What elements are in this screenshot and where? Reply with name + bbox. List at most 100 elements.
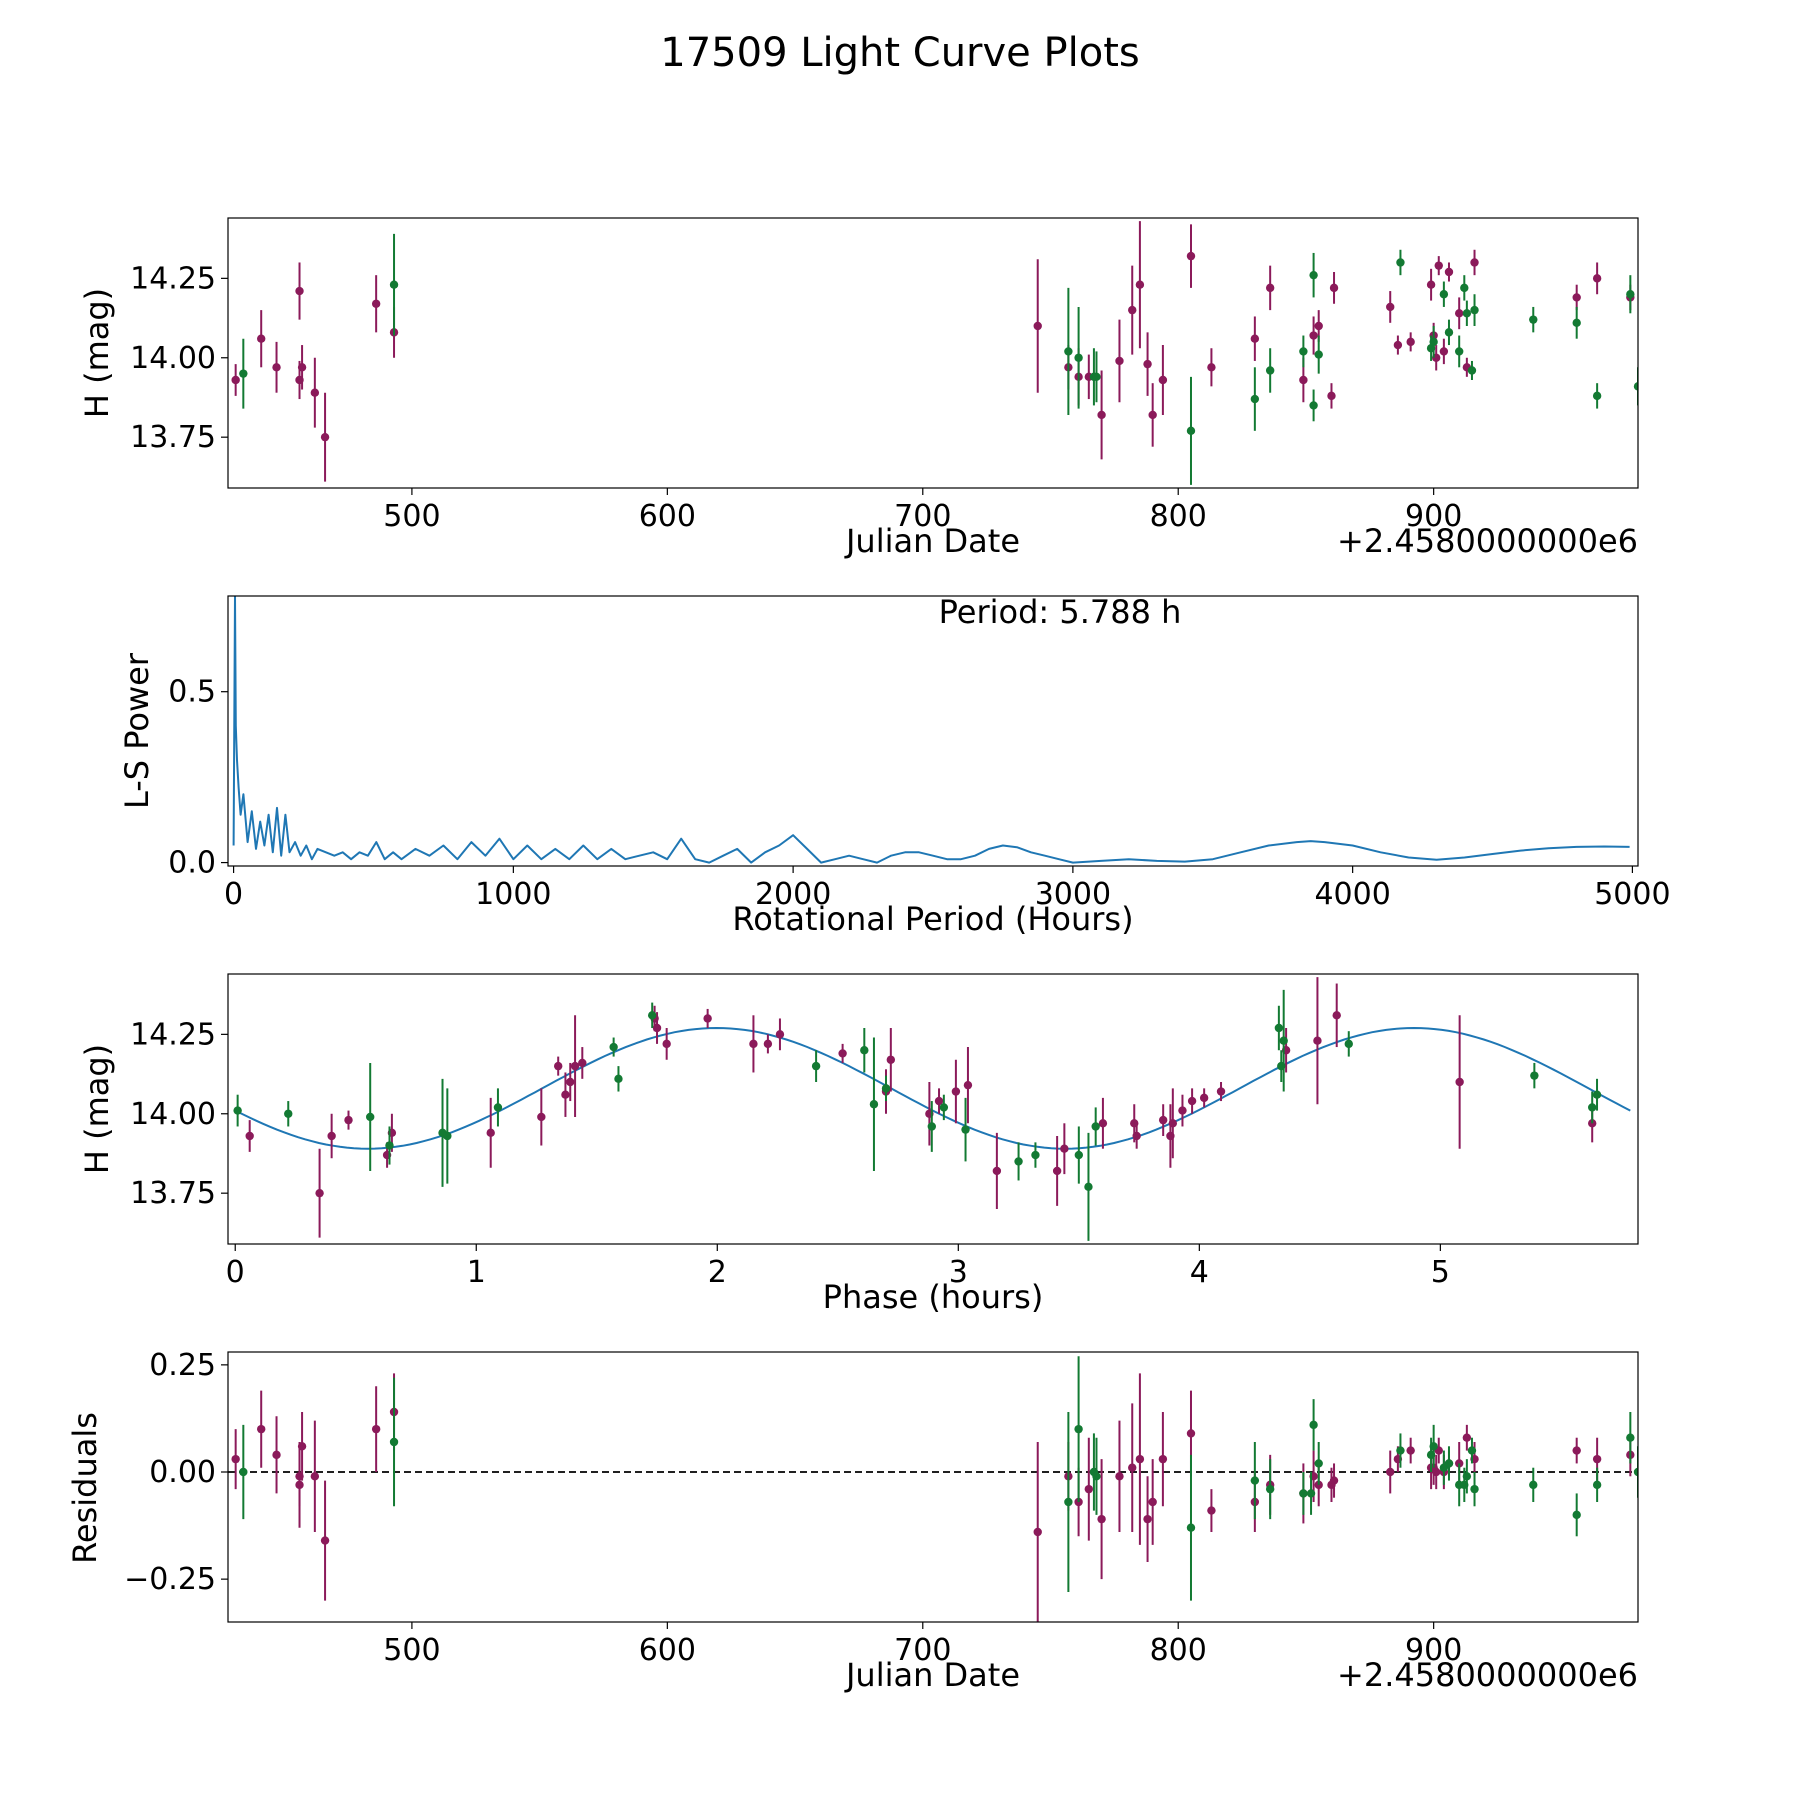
survey_a-data-point	[1052, 1166, 1062, 1176]
lightcurve-x-offset: +2.4580000000e6	[1337, 522, 1638, 560]
survey_a-data-point	[934, 1096, 944, 1106]
survey_b-data-point	[1309, 401, 1318, 410]
survey_a-data-point	[1216, 1087, 1226, 1096]
survey_b-data-point	[860, 1046, 869, 1055]
survey_a-data-point	[570, 1061, 580, 1071]
survey_b-data-point	[961, 1125, 970, 1134]
survey_b-data-point	[927, 1122, 936, 1131]
ls-power-line	[232, 596, 1630, 864]
periodogram-xtick-label: 4000	[1314, 877, 1390, 912]
survey_b-data-point	[1074, 353, 1083, 362]
survey_a-data-point	[486, 1128, 495, 1138]
survey_b-data-point	[233, 1106, 242, 1115]
period-annotation: Period: 5.788 h	[939, 593, 1182, 631]
residuals-xtick-label: 700	[894, 1633, 951, 1668]
survey_a-data-point	[1434, 261, 1443, 270]
survey_b-data-point	[1530, 1071, 1539, 1080]
survey_a-data-point	[1386, 302, 1395, 312]
survey_a-data-point	[1143, 359, 1152, 369]
survey_b-data-point	[1299, 1489, 1308, 1498]
survey_b-data-point	[1592, 391, 1602, 401]
survey_b-data-point	[1186, 426, 1196, 436]
periodogram-xtick-label: 0	[224, 877, 243, 912]
residuals-xtick-label: 600	[639, 1633, 696, 1668]
survey_b-data-point	[1344, 1039, 1353, 1049]
survey_b-data-point	[284, 1109, 293, 1118]
survey_b-data-point	[1460, 283, 1469, 293]
figure-title: 17509 Light Curve Plots	[660, 30, 1139, 76]
survey_a-data-point	[1432, 1467, 1441, 1477]
survey_a-data-point	[1327, 391, 1336, 401]
model-fit-curve	[234, 1026, 1631, 1150]
survey_a-data-point	[554, 1061, 563, 1071]
survey_b-data-point	[1429, 1442, 1438, 1451]
phased-xtick-label: 1	[467, 1255, 486, 1290]
survey_a-data-point	[327, 1131, 336, 1141]
survey_b-data-point	[1429, 337, 1438, 347]
survey_a-data-point	[1060, 1144, 1069, 1153]
periodogram-ylabel: L-S Power	[118, 652, 156, 809]
residuals-xtick-label: 500	[383, 1633, 440, 1668]
survey_a-data-point	[1470, 258, 1479, 267]
survey_b-data-point	[239, 1467, 248, 1477]
phased-xtick-label: 3	[949, 1255, 968, 1290]
survey_a-data-point	[1187, 1096, 1197, 1106]
residuals-ytick-label: 0.25	[149, 1348, 216, 1383]
survey_a-data-point	[1592, 274, 1602, 283]
survey_a-data-point	[231, 375, 240, 385]
survey_a-data-point	[257, 334, 266, 343]
survey_a-data-point	[1128, 305, 1137, 315]
survey_b-data-point	[1454, 347, 1464, 356]
residuals-x-offset: +2.4580000000e6	[1337, 1656, 1638, 1694]
survey_b-data-point	[1186, 1523, 1196, 1532]
survey_a-data-point	[1454, 309, 1464, 318]
phased-xlabel: Phase (hours)	[823, 1278, 1044, 1316]
survey_b-data-point	[1633, 382, 1638, 391]
survey_b-data-point	[366, 1112, 375, 1122]
survey_a-data-point	[1309, 331, 1318, 340]
phased-panel: Phase (hours) H (mag) 0 1 2 3 4 5 13.75 14.00 14…	[78, 973, 1639, 1316]
survey_b-data-point	[1588, 1103, 1597, 1112]
survey_a-data-point	[1158, 375, 1168, 385]
survey_a-data-point	[245, 1131, 254, 1141]
survey_b-data-point	[385, 1141, 394, 1150]
survey_a-data-point	[1186, 1429, 1196, 1438]
survey_a-data-point	[1439, 347, 1449, 356]
phased-xtick-label: 0	[226, 1255, 245, 1290]
survey_b-data-point	[1467, 366, 1477, 375]
residuals-ytick-label: −0.25	[124, 1562, 216, 1597]
survey_a-data-point	[1097, 1514, 1106, 1524]
survey_b-data-point	[1274, 1023, 1284, 1033]
survey_b-data-point	[1529, 1480, 1538, 1490]
survey_a-data-point	[1148, 1497, 1157, 1507]
periodogram-panel: Rotational Period (Hours) L-S Power Peri…	[118, 593, 1671, 938]
phased-ylabel: H (mag)	[78, 1044, 116, 1174]
survey_b-data-point	[443, 1131, 452, 1141]
lightcurve-xtick-label: 500	[383, 499, 440, 534]
survey_a-data-point	[371, 299, 381, 308]
survey_a-data-point	[1572, 293, 1581, 302]
survey_a-data-point	[1299, 375, 1308, 385]
survey_b-data-point	[614, 1074, 623, 1084]
survey_b-data-point	[1462, 309, 1472, 318]
survey_b-data-point	[1529, 315, 1538, 324]
survey_b-data-point	[1633, 1467, 1638, 1477]
survey_a-data-point	[1033, 321, 1042, 331]
survey_a-data-point	[1178, 1106, 1187, 1115]
survey_b-data-point	[1064, 347, 1073, 356]
survey_a-data-point	[561, 1090, 570, 1099]
survey_a-data-point	[1313, 1036, 1322, 1045]
survey_a-data-point	[1168, 1119, 1178, 1128]
survey_b-data-point	[1250, 1476, 1260, 1485]
residuals-xtick-label: 900	[1405, 1633, 1462, 1668]
survey_b-data-point	[389, 1437, 399, 1447]
survey_a-data-point	[231, 1454, 240, 1464]
survey_b-data-point	[1314, 1459, 1323, 1468]
survey_a-data-point	[1135, 280, 1145, 289]
survey_a-data-point	[662, 1039, 671, 1049]
survey_b-data-point	[1031, 1150, 1040, 1160]
survey_b-data-point	[1265, 366, 1275, 375]
survey_b-data-point	[1074, 1424, 1083, 1434]
residuals-axes-frame	[227, 1351, 1639, 1623]
